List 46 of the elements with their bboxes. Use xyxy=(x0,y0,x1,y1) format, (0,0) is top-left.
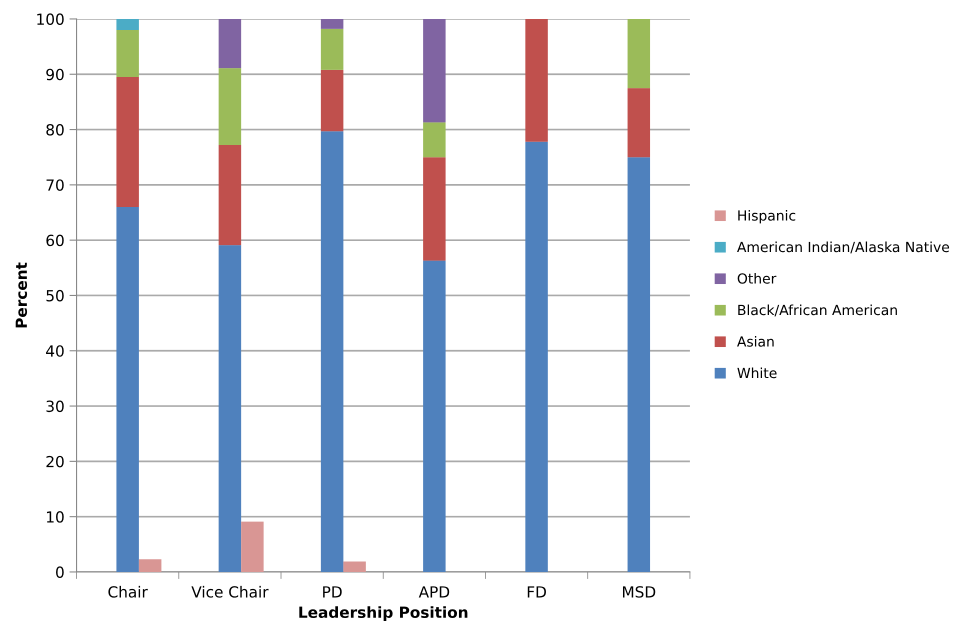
legend-label: American Indian/Alaska Native xyxy=(737,241,950,254)
bar xyxy=(320,131,344,572)
bar xyxy=(218,18,242,68)
legend-label: White xyxy=(737,367,777,378)
bar xyxy=(218,245,242,572)
bar xyxy=(423,157,446,261)
bar xyxy=(525,142,548,572)
y-tick-label: 20 xyxy=(46,456,64,468)
bar xyxy=(628,157,650,572)
bar xyxy=(320,18,344,29)
y-tick-label: 10 xyxy=(46,511,64,523)
bar xyxy=(628,18,650,88)
bar xyxy=(320,70,344,132)
x-tick-label: PD xyxy=(323,586,342,598)
bar xyxy=(116,18,139,30)
y-tick-label: 70 xyxy=(46,179,64,191)
bar xyxy=(218,145,242,246)
legend-label: Hispanic xyxy=(738,210,796,224)
y-tick-label: 80 xyxy=(46,124,64,136)
y-axis-title: Percent xyxy=(16,262,28,328)
bar xyxy=(628,88,650,158)
y-tick-label: 90 xyxy=(46,68,64,80)
bar xyxy=(116,206,139,572)
bar xyxy=(218,68,242,146)
bar xyxy=(320,28,344,70)
x-tick-label: FD xyxy=(528,586,546,598)
x-tick-label: Chair xyxy=(108,586,148,598)
bar xyxy=(423,260,446,572)
x-tick-label: APD xyxy=(418,586,450,598)
y-tick-label: 60 xyxy=(46,234,64,246)
y-tick-label: 30 xyxy=(46,400,64,412)
y-tick-label: 100 xyxy=(37,13,64,25)
bar xyxy=(423,122,446,158)
x-axis-title: Leadership Position xyxy=(299,606,468,621)
legend-label: Other xyxy=(738,272,776,284)
y-tick-label: 40 xyxy=(46,345,64,357)
bar xyxy=(116,30,139,78)
legend-label: Asian xyxy=(737,336,774,347)
x-tick-label: MSD xyxy=(622,586,656,598)
bar xyxy=(525,18,548,142)
x-tick-label: Vice Chair xyxy=(191,586,269,598)
bar xyxy=(116,77,139,207)
y-tick-label: 50 xyxy=(46,290,64,302)
y-tick-label: 0 xyxy=(56,566,64,578)
legend-label: Black/African American xyxy=(738,304,897,316)
bar xyxy=(423,18,446,122)
